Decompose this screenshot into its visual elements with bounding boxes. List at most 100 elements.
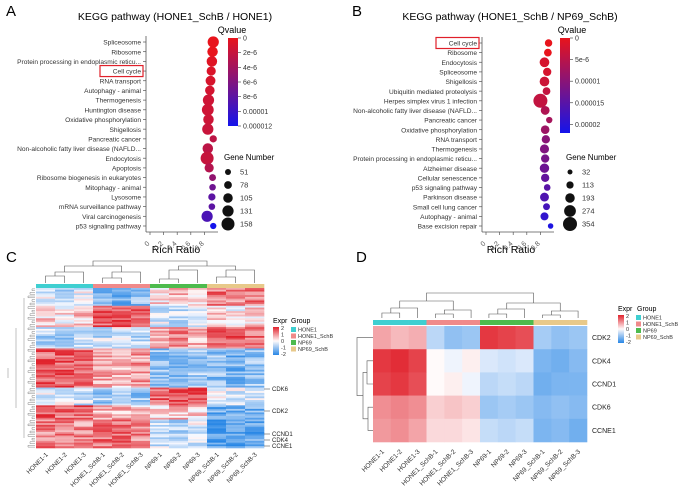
heatmap-cell bbox=[131, 291, 151, 294]
heatmap-cell bbox=[245, 444, 265, 447]
heatmap-cell bbox=[245, 446, 265, 449]
heatmap-cell bbox=[55, 408, 75, 411]
heatmap-cell bbox=[112, 371, 132, 374]
heatmap-cell bbox=[245, 288, 265, 291]
heatmap-cell bbox=[245, 302, 265, 305]
column-label: NP69_SchB-3 bbox=[548, 448, 583, 483]
heatmap-cell bbox=[55, 391, 75, 394]
heatmap-cell bbox=[188, 296, 208, 299]
heatmap-cell bbox=[245, 426, 265, 429]
heatmap-cell bbox=[112, 302, 132, 305]
heatmap-cell bbox=[188, 407, 208, 410]
heatmap-cell bbox=[55, 430, 75, 433]
heatmap-cell bbox=[188, 325, 208, 328]
x-tick-label: 0 bbox=[144, 240, 152, 248]
heatmap-cell bbox=[112, 348, 132, 351]
heatmap-cell bbox=[551, 418, 570, 443]
heatmap-cell bbox=[188, 311, 208, 314]
heatmap-cell bbox=[112, 424, 132, 427]
x-tick-label: 0.4 bbox=[167, 240, 179, 252]
heatmap-cell bbox=[93, 321, 113, 324]
heatmap-cell bbox=[74, 323, 94, 326]
heatmap-cell bbox=[245, 344, 265, 347]
heatmap-cell bbox=[93, 387, 113, 390]
heatmap-cell bbox=[131, 330, 151, 333]
heatmap-cell bbox=[131, 389, 151, 392]
heatmap-cell bbox=[169, 314, 189, 317]
heatmap-cell bbox=[36, 400, 56, 403]
bubble-point bbox=[540, 212, 549, 221]
heatmap-cell bbox=[112, 380, 132, 383]
heatmap-cell bbox=[462, 395, 481, 420]
heatmap-cell bbox=[74, 426, 94, 429]
heatmap-cell bbox=[93, 357, 113, 360]
heatmap-cell bbox=[131, 289, 151, 292]
heatmap-cell bbox=[207, 337, 227, 340]
heatmap-cell bbox=[207, 369, 227, 372]
heatmap-cell bbox=[480, 418, 499, 443]
heatmap-cell bbox=[55, 344, 75, 347]
heatmap-cell bbox=[207, 405, 227, 408]
heatmap-cell bbox=[150, 398, 170, 401]
heatmap-cell bbox=[226, 295, 246, 298]
group-label: HONE1 bbox=[643, 316, 662, 322]
heatmap-cell bbox=[188, 291, 208, 294]
heatmap-cell bbox=[245, 368, 265, 371]
heatmap-cell bbox=[188, 403, 208, 406]
heatmap-cell bbox=[131, 341, 151, 344]
heatmap-cell bbox=[55, 348, 75, 351]
heatmap-cell bbox=[74, 414, 94, 417]
heatmap-cell bbox=[207, 382, 227, 385]
heatmap-cell bbox=[207, 305, 227, 308]
heatmap-cell bbox=[408, 326, 427, 350]
bubble-point bbox=[209, 183, 216, 191]
heatmap-cell bbox=[169, 318, 189, 321]
gene-label: CDK6 bbox=[272, 387, 289, 393]
heatmap-cell bbox=[188, 369, 208, 372]
heatmap-cell bbox=[150, 339, 170, 342]
heatmap-cell bbox=[150, 389, 170, 392]
heatmap-cell bbox=[462, 418, 481, 443]
bubble-point bbox=[206, 56, 218, 67]
heatmap-cell bbox=[188, 442, 208, 445]
column-label: NP69-1 bbox=[472, 448, 493, 469]
heatmap-cell bbox=[207, 348, 227, 351]
heatmap-cell bbox=[207, 439, 227, 442]
group-bar-cell bbox=[150, 284, 170, 288]
heatmap-cell bbox=[207, 311, 227, 314]
heatmap-cell bbox=[93, 309, 113, 312]
heatmap-cell bbox=[226, 444, 246, 447]
heatmap-cell bbox=[74, 430, 94, 433]
heatmap-cell bbox=[55, 442, 75, 445]
heatmap-cell bbox=[55, 336, 75, 339]
heatmap-cell bbox=[93, 384, 113, 387]
heatmap-cell bbox=[207, 296, 227, 299]
heatmap-cell bbox=[515, 326, 534, 350]
group-bar-cell bbox=[131, 284, 151, 288]
panel-c-group-title: Group bbox=[291, 318, 311, 325]
pathway-label: p53 signaling pathway bbox=[76, 224, 142, 231]
heatmap-cell bbox=[150, 403, 170, 406]
heatmap-cell bbox=[207, 364, 227, 367]
heatmap-cell bbox=[207, 295, 227, 298]
heatmap-cell bbox=[245, 339, 265, 342]
pathway-label: Non-alcoholic fatty liver disease (NAFLD… bbox=[353, 108, 477, 115]
heatmap-cell bbox=[131, 350, 151, 353]
heatmap-cell bbox=[390, 418, 409, 443]
heatmap-cell bbox=[112, 375, 132, 378]
pathway-label: Protein processing in endoplasmic reticu… bbox=[353, 156, 477, 163]
heatmap-cell bbox=[74, 291, 94, 294]
heatmap-cell bbox=[93, 439, 113, 442]
panel-d-expr-title: Expr bbox=[618, 306, 633, 313]
heatmap-cell bbox=[169, 352, 189, 355]
heatmap-cell bbox=[55, 332, 75, 335]
heatmap-cell bbox=[207, 360, 227, 363]
heatmap-cell bbox=[207, 419, 227, 422]
heatmap-cell bbox=[226, 403, 246, 406]
pathway-label: Shigellosis bbox=[445, 79, 477, 86]
heatmap-cell bbox=[188, 366, 208, 369]
heatmap-cell bbox=[207, 435, 227, 438]
heatmap-cell bbox=[93, 424, 113, 427]
heatmap-cell bbox=[74, 311, 94, 314]
heatmap-cell bbox=[93, 375, 113, 378]
